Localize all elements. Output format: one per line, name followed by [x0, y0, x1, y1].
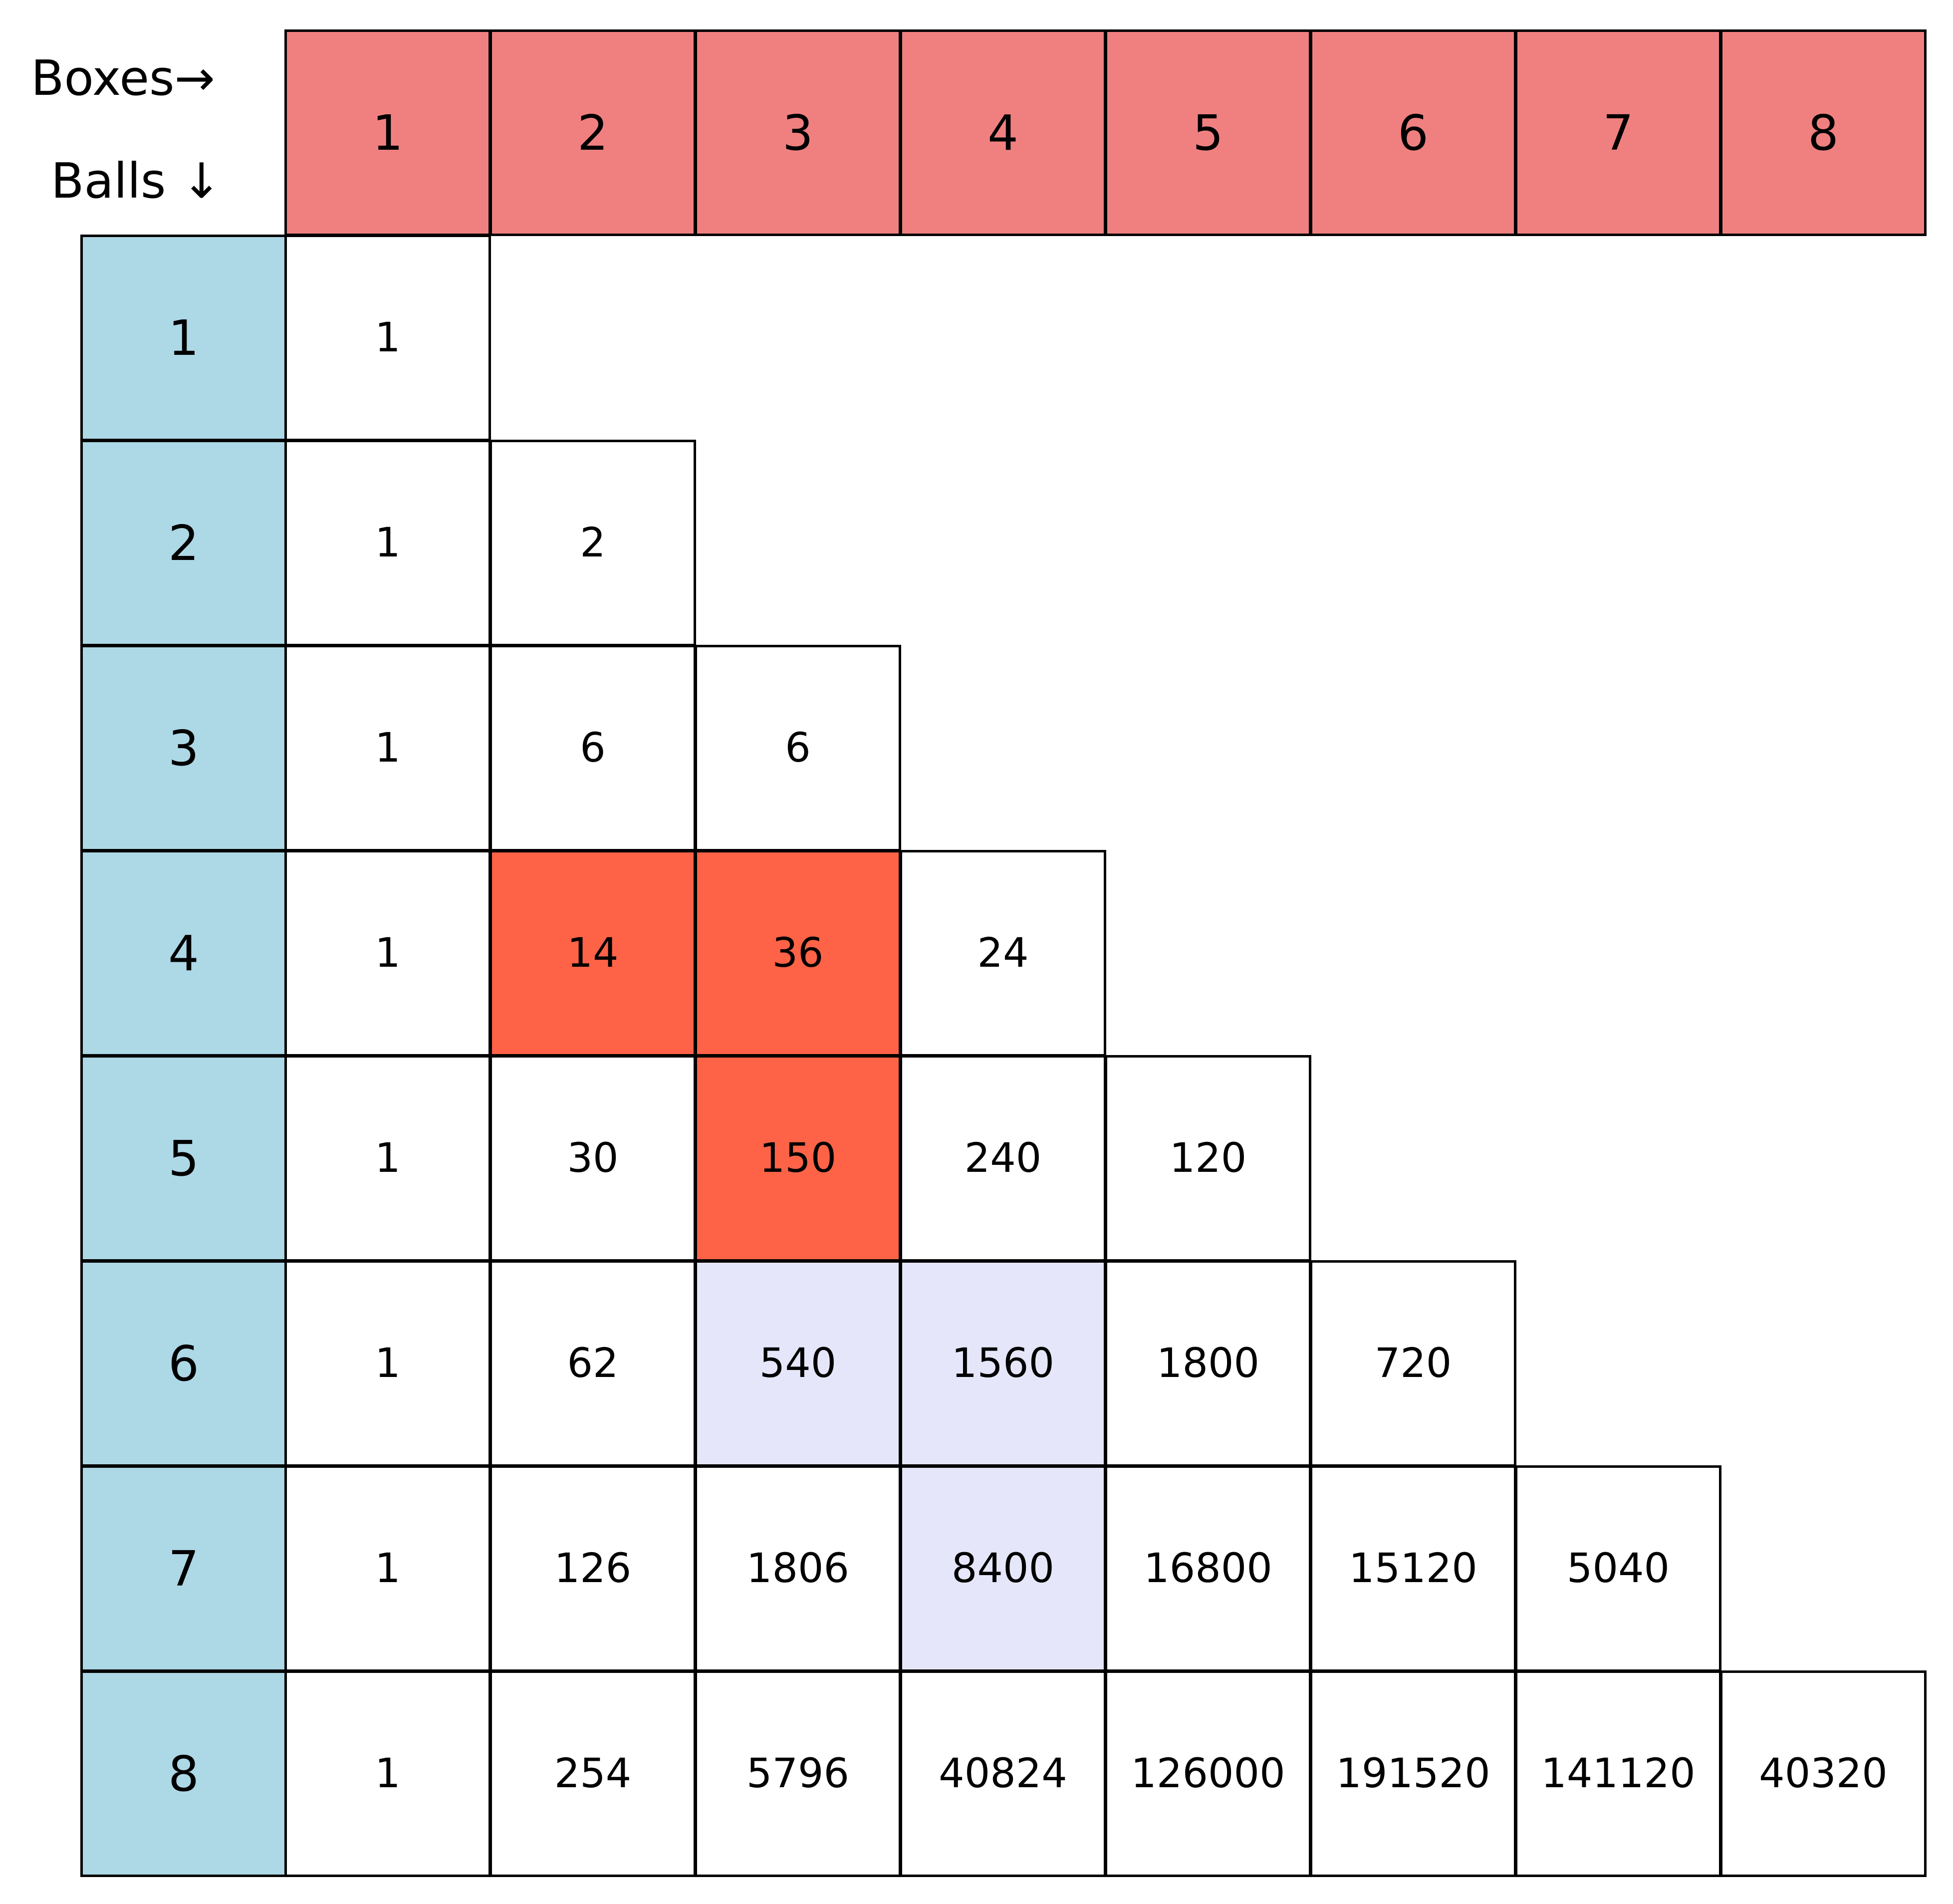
- box-header-7: 7: [1515, 29, 1721, 236]
- cell-r5-c1: 1: [284, 1055, 491, 1262]
- ball-header-4: 4: [80, 850, 287, 1057]
- cell-r7-c1: 1: [284, 1465, 491, 1672]
- cell-r8-c5: 126000: [1105, 1670, 1311, 1877]
- ball-header-8: 8: [80, 1670, 287, 1877]
- box-header-5: 5: [1105, 29, 1311, 236]
- cell-r5-c5: 120: [1105, 1055, 1311, 1262]
- box-header-8: 8: [1720, 29, 1927, 236]
- cell-r2-c2: 2: [489, 440, 696, 646]
- cell-r8-c1: 1: [284, 1670, 491, 1877]
- cell-r6-c5: 1800: [1105, 1260, 1311, 1467]
- cell-r4-c1: 1: [284, 850, 491, 1057]
- ball-header-6: 6: [80, 1260, 287, 1467]
- box-header-2: 2: [489, 29, 696, 236]
- box-header-4: 4: [900, 29, 1106, 236]
- cell-r5-c3: 150: [695, 1055, 901, 1262]
- cell-r8-c7: 141120: [1515, 1670, 1721, 1877]
- cell-r7-c4: 8400: [900, 1465, 1106, 1672]
- box-header-3: 3: [695, 29, 901, 236]
- cell-r1-c1: 1: [284, 235, 491, 441]
- cell-r7-c3: 1806: [695, 1465, 901, 1672]
- cell-r5-c4: 240: [900, 1055, 1106, 1262]
- cell-r6-c6: 720: [1310, 1260, 1516, 1467]
- ball-header-5: 5: [80, 1055, 287, 1262]
- cell-r7-c5: 16800: [1105, 1465, 1311, 1672]
- cell-r7-c7: 5040: [1515, 1465, 1721, 1672]
- cell-r8-c4: 40824: [900, 1670, 1106, 1877]
- cell-r4-c2: 14: [489, 850, 696, 1057]
- cell-r8-c8: 40320: [1720, 1670, 1927, 1877]
- cell-r6-c2: 62: [489, 1260, 696, 1467]
- cell-r8-c3: 5796: [695, 1670, 901, 1877]
- cell-r4-c3: 36: [695, 850, 901, 1057]
- cell-r6-c1: 1: [284, 1260, 491, 1467]
- box-header-1: 1: [284, 29, 491, 236]
- ball-header-2: 2: [80, 440, 287, 646]
- ball-header-7: 7: [80, 1465, 287, 1672]
- cell-r3-c1: 1: [284, 645, 491, 851]
- cell-r4-c4: 24: [900, 850, 1106, 1057]
- cell-r6-c4: 1560: [900, 1260, 1106, 1467]
- cell-r8-c2: 254: [489, 1670, 696, 1877]
- cell-r2-c1: 1: [284, 440, 491, 646]
- box-header-6: 6: [1310, 29, 1516, 236]
- cell-r3-c2: 6: [489, 645, 696, 851]
- balls-axis-label: Balls ↓: [51, 153, 222, 209]
- ball-header-1: 1: [80, 235, 287, 441]
- cell-r3-c3: 6: [695, 645, 901, 851]
- cell-r7-c6: 15120: [1310, 1465, 1516, 1672]
- cell-r5-c2: 30: [489, 1055, 696, 1262]
- cell-r8-c6: 191520: [1310, 1670, 1516, 1877]
- cell-r6-c3: 540: [695, 1260, 901, 1467]
- boxes-axis-label: Boxes→: [31, 50, 215, 106]
- cell-r7-c2: 126: [489, 1465, 696, 1672]
- ball-header-3: 3: [80, 645, 287, 851]
